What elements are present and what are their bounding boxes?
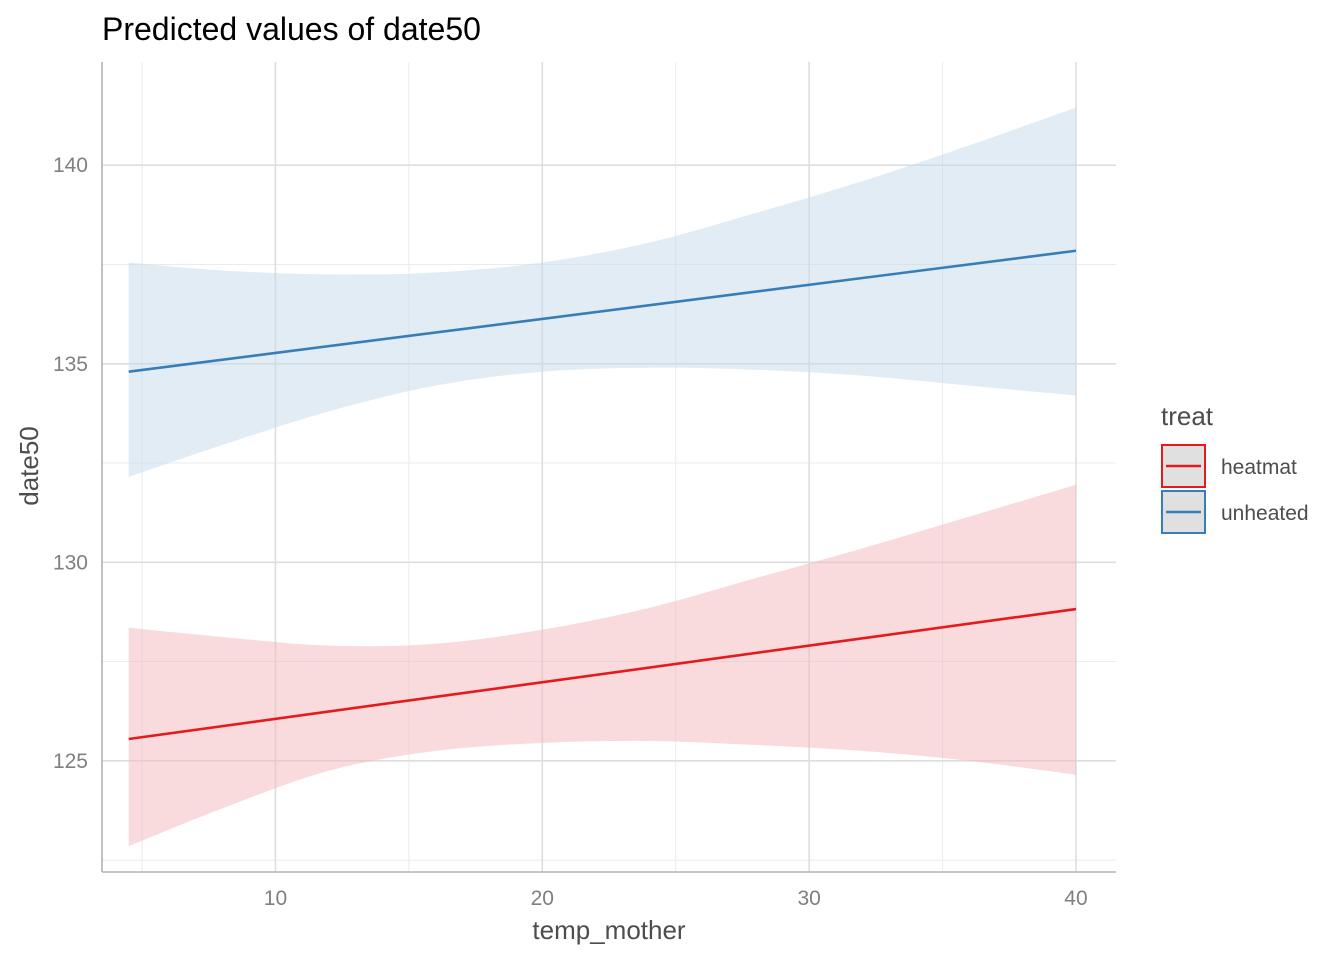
legend-item-unheated: unheated — [1161, 490, 1309, 534]
legend: treat heatmat unheated — [1161, 401, 1309, 534]
y-tick-label: 135 — [53, 353, 88, 376]
prediction-lines — [128, 249, 1077, 741]
y-axis-label: date50 — [14, 426, 44, 506]
legend-label-unheated: unheated — [1221, 502, 1309, 525]
x-tick-label: 20 — [531, 887, 554, 910]
y-tick-label: 130 — [53, 551, 88, 574]
ribbon-unheated — [128, 107, 1076, 477]
x-tick-label: 40 — [1064, 887, 1087, 910]
tick-labels: 10 20 30 40 125 130 135 140 — [53, 154, 1088, 910]
line-unheated — [128, 249, 1077, 373]
y-tick-label: 125 — [53, 750, 88, 773]
ribbon-heatmat — [128, 484, 1076, 847]
chart-title: Predicted values of date50 — [102, 11, 481, 47]
confidence-ribbons — [128, 107, 1076, 847]
x-axis-label: temp_mother — [532, 915, 686, 945]
legend-item-heatmat: heatmat — [1161, 444, 1297, 488]
x-tick-label: 10 — [264, 887, 287, 910]
line-heatmat — [128, 607, 1077, 741]
legend-label-heatmat: heatmat — [1221, 456, 1297, 479]
legend-title: treat — [1161, 401, 1214, 431]
axes — [101, 62, 1116, 873]
x-tick-label: 30 — [797, 887, 820, 910]
y-tick-label: 140 — [53, 154, 88, 177]
legend-items: heatmat unheated — [1161, 444, 1309, 534]
